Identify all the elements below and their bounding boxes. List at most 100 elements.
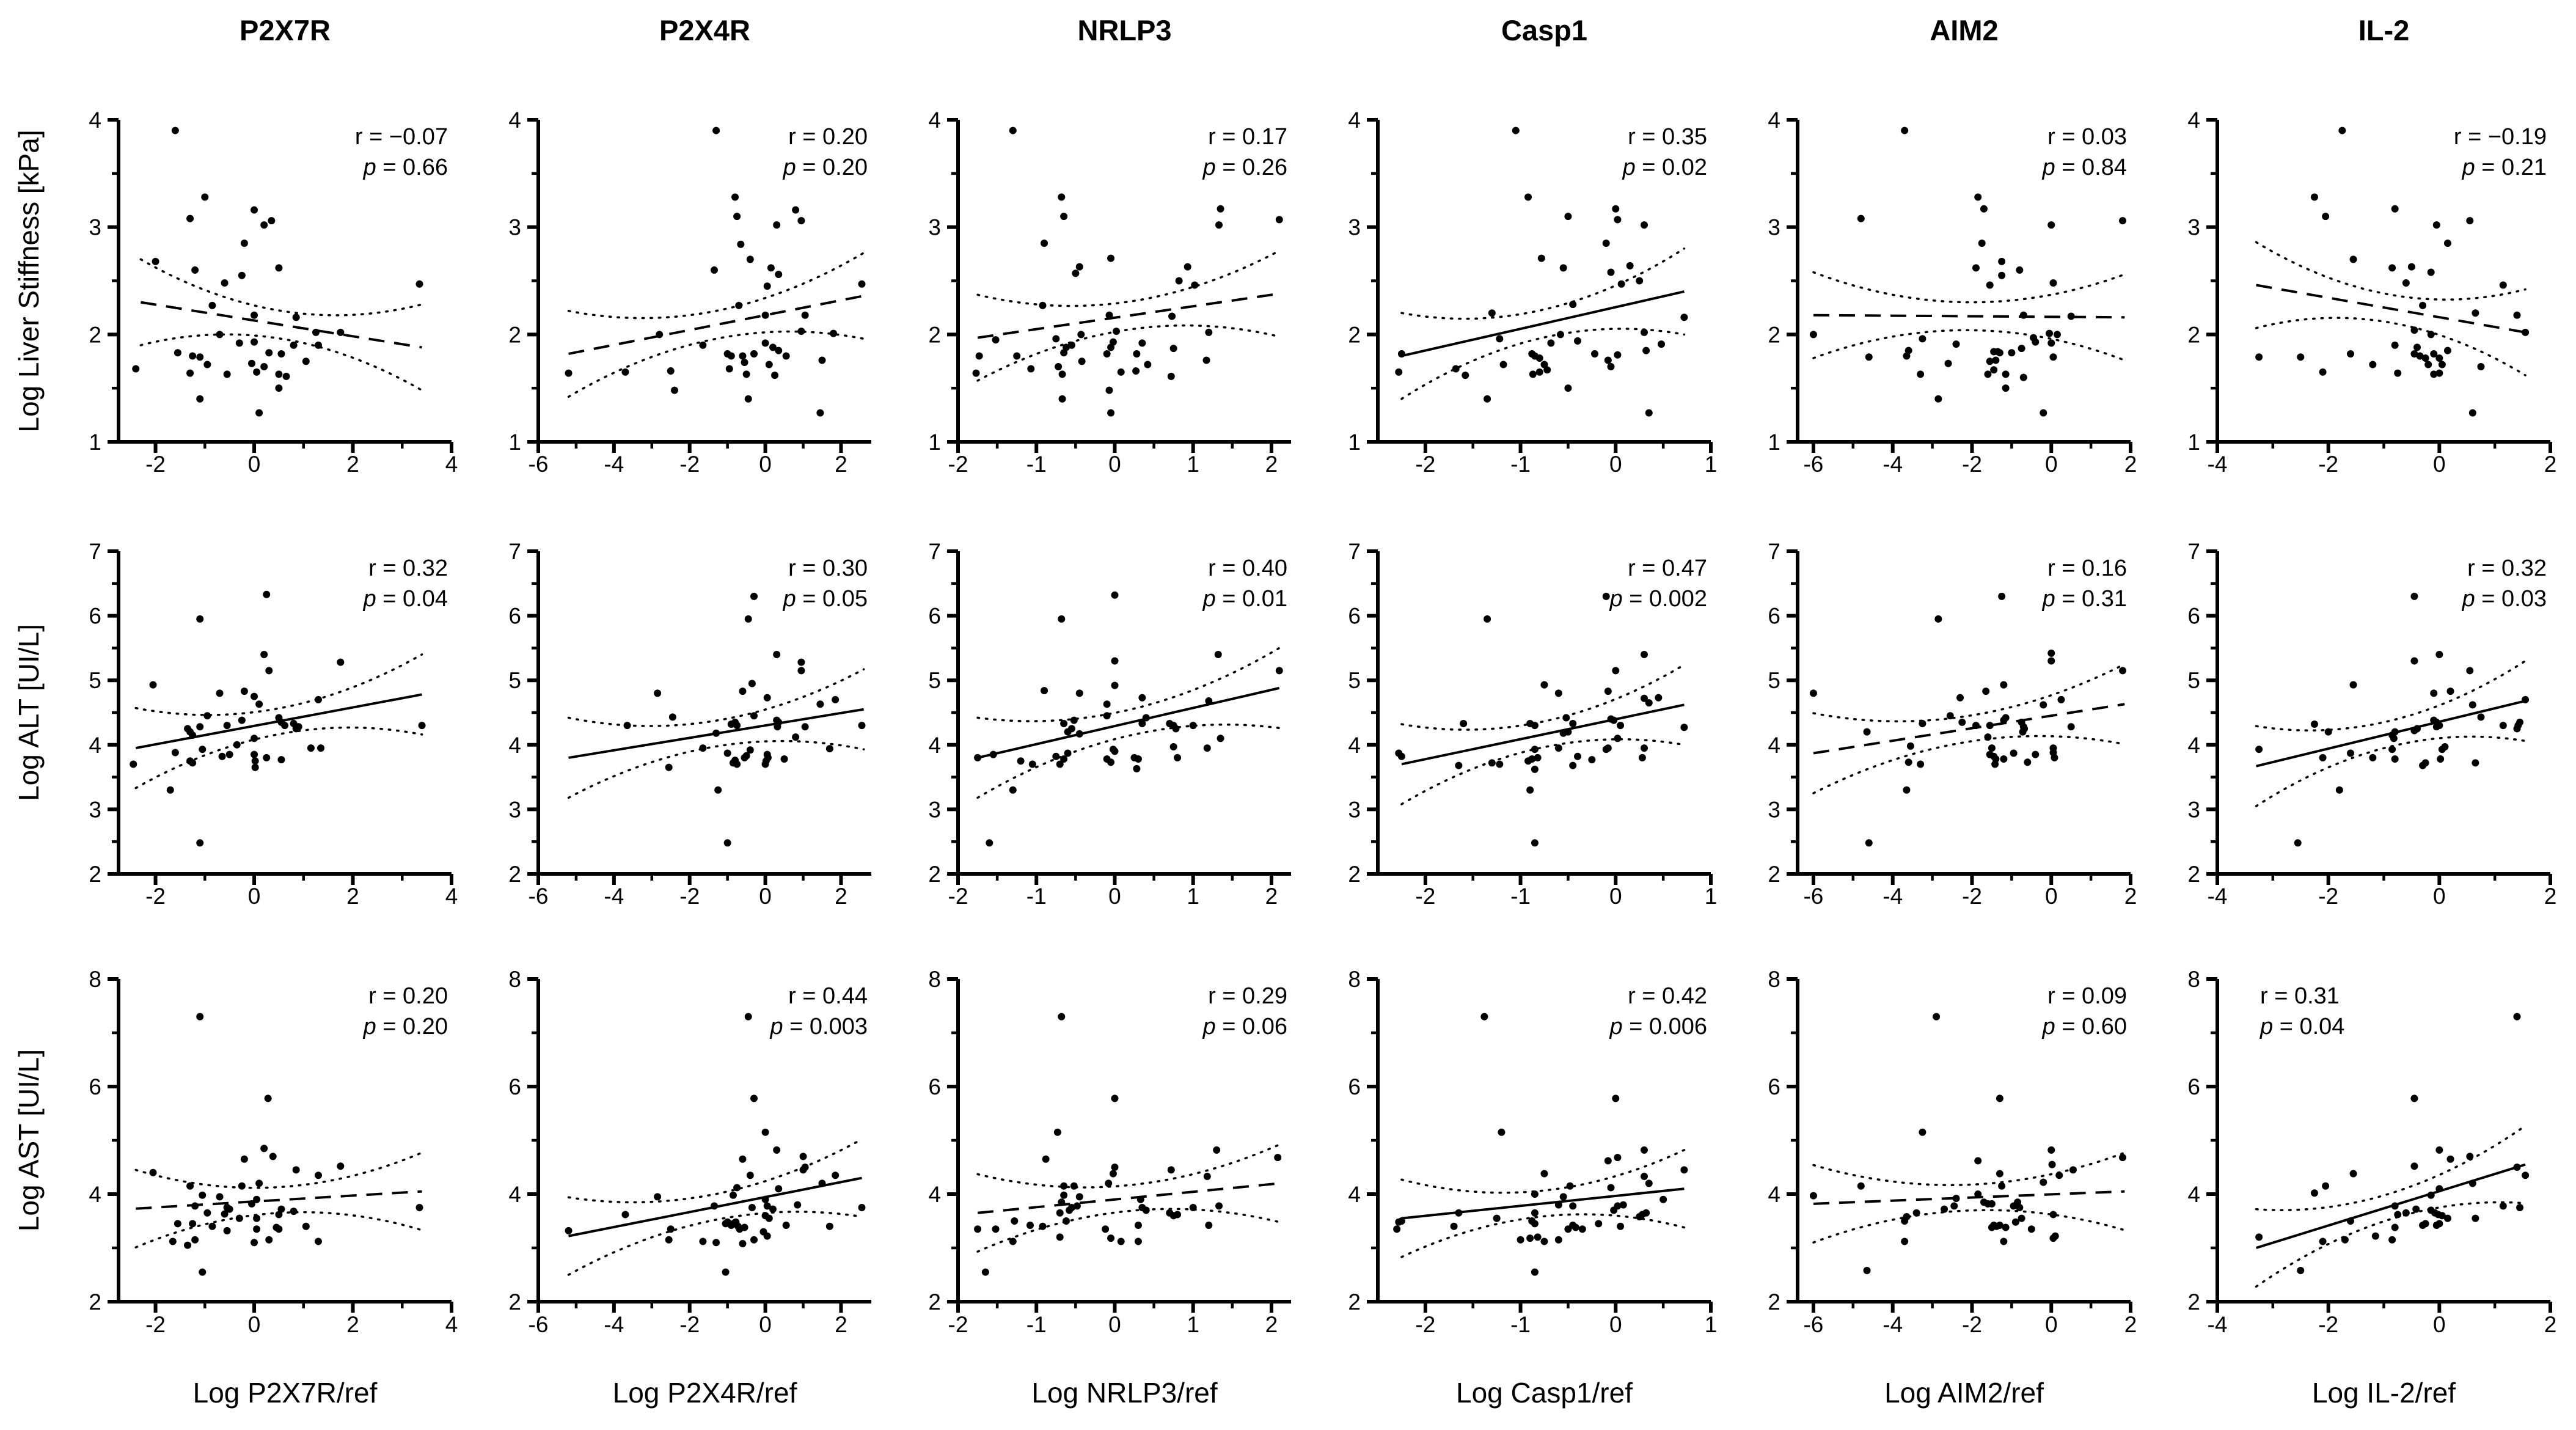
data-point: [746, 1172, 754, 1179]
data-point: [203, 1209, 211, 1217]
data-point: [1175, 277, 1183, 285]
y-tick-label: 6: [1348, 604, 1361, 629]
y-tick-label: 1: [1348, 430, 1361, 455]
data-point: [1075, 730, 1083, 738]
data-point: [171, 749, 179, 757]
data-point: [1996, 349, 2003, 357]
data-point: [565, 1226, 573, 1234]
data-point: [2000, 716, 2008, 724]
data-point: [2421, 354, 2429, 362]
data-point: [1986, 722, 1994, 730]
data-point: [1174, 1211, 1182, 1219]
x-axis-title: Log IL-2/ref: [2312, 1377, 2456, 1409]
data-point: [2466, 667, 2474, 675]
stats-p: p = 0.84: [2042, 155, 2127, 180]
x-axis-title: Log P2X4R/ref: [613, 1377, 797, 1409]
y-tick-label: 7: [1768, 539, 1780, 564]
data-point: [1058, 1198, 1066, 1206]
data-point: [1189, 722, 1197, 730]
data-point: [1526, 786, 1534, 794]
data-point: [2047, 657, 2055, 665]
data-point: [253, 1214, 261, 1222]
data-point: [225, 750, 233, 758]
x-tick-label: -2: [1415, 884, 1435, 904]
ci-upper: [1400, 1149, 1686, 1194]
data-point: [2032, 750, 2040, 758]
regression-line: [2255, 1163, 2526, 1249]
regression-line: [1401, 290, 1685, 358]
data-point: [1906, 742, 1914, 750]
data-point: [1488, 759, 1496, 767]
data-point: [799, 1153, 807, 1160]
x-tick-label: -2: [2318, 452, 2338, 477]
data-point: [2255, 1233, 2263, 1241]
data-point: [1496, 335, 1504, 343]
data-point: [739, 1239, 747, 1247]
data-point: [1215, 221, 1223, 229]
data-point: [1167, 1166, 1175, 1174]
data-point: [1058, 395, 1066, 403]
data-point: [1569, 1202, 1577, 1210]
data-point: [1496, 760, 1504, 768]
data-point: [1174, 754, 1182, 761]
data-point: [742, 370, 750, 378]
data-point: [992, 336, 1000, 344]
data-point: [2446, 688, 2454, 695]
data-point: [1641, 1172, 1648, 1180]
data-point: [1113, 328, 1121, 336]
data-point: [199, 746, 207, 754]
data-point: [1067, 341, 1075, 349]
data-point: [251, 757, 259, 765]
y-tick-label: 2: [1768, 862, 1780, 887]
data-point: [2468, 1179, 2476, 1187]
data-point: [1595, 1220, 1603, 1228]
regression-line: [1401, 703, 1685, 766]
y-tick-label: 2: [2187, 862, 2200, 887]
data-point: [739, 352, 747, 360]
scatter-panel-liver-p2x7r: P2X7R 1 2 3 4 -2 0 2 4 r = −0.07 p = 0.66: [89, 14, 458, 477]
ci-upper: [1812, 1151, 2126, 1186]
stats-p: p = 0.06: [1202, 1014, 1287, 1040]
data-point: [1986, 281, 1994, 289]
data-point: [746, 746, 754, 754]
y-tick-label: 3: [1348, 797, 1361, 822]
data-point: [765, 361, 773, 369]
data-point: [727, 352, 735, 360]
y-tick-label: 2: [928, 1289, 941, 1314]
data-point: [223, 722, 231, 730]
data-point: [233, 741, 241, 749]
data-point: [748, 1204, 756, 1211]
data-point: [1134, 1222, 1142, 1230]
scatter-panel-ast-nrlp3: 2 4 6 8 -2 -1 0 1 2 r = 0.29 p = 0.06 Log NRLP3/ref: [928, 967, 1291, 1409]
x-tick-label: 1: [1187, 884, 1199, 904]
y-axis-label: Log Liver Stiffness [kPa]: [13, 130, 45, 433]
data-point: [668, 713, 676, 721]
x-tick-label: -2: [679, 1312, 700, 1337]
data-point: [773, 1146, 781, 1154]
ci-upper: [567, 668, 865, 727]
data-point: [1659, 1195, 1667, 1203]
data-point: [2347, 749, 2354, 757]
data-point: [2394, 369, 2402, 377]
ci-lower: [567, 1211, 863, 1276]
scatter-panel-alt-p2x4r: 2 3 4 5 6 7 -6 -4 -2 0 2 r = 0.30 p = 0.05: [508, 539, 871, 904]
data-point: [1484, 615, 1491, 623]
y-tick-label: 3: [89, 797, 101, 822]
stats-r: r = 0.47: [1628, 556, 1707, 581]
data-point: [1452, 365, 1460, 373]
data-point: [816, 700, 824, 708]
x-axis-title: Log Casp1/ref: [1456, 1377, 1633, 1409]
data-point: [1535, 368, 1543, 376]
ci-upper: [1812, 271, 2126, 304]
data-point: [1062, 1217, 1070, 1225]
x-tick-label: 0: [2045, 1312, 2058, 1337]
y-tick-label: 4: [2187, 108, 2200, 133]
data-point: [199, 1191, 207, 1199]
stats-r: r = 0.44: [788, 983, 868, 1009]
data-point: [2319, 754, 2327, 761]
ci-upper: [2255, 1124, 2527, 1211]
x-tick-label: -1: [1510, 452, 1531, 477]
data-point: [1077, 331, 1085, 339]
x-tick-label: 1: [1705, 452, 1718, 477]
data-point: [1941, 1205, 1948, 1213]
